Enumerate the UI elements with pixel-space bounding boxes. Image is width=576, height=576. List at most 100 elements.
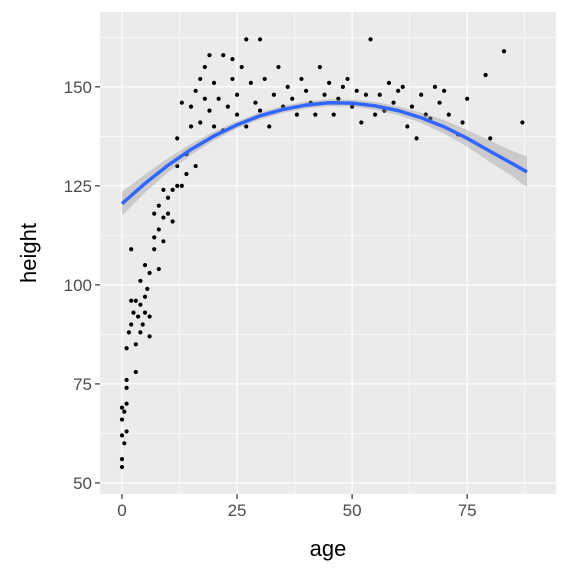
point <box>124 429 129 434</box>
point <box>386 80 392 85</box>
point <box>119 417 125 422</box>
point <box>391 100 396 105</box>
point <box>368 37 373 42</box>
smooth-line <box>120 100 528 206</box>
point <box>248 80 253 85</box>
point <box>193 88 198 93</box>
point <box>322 92 327 97</box>
point <box>188 104 194 109</box>
point <box>156 227 161 232</box>
point <box>122 441 127 446</box>
point <box>253 100 258 105</box>
point <box>501 49 507 54</box>
point <box>124 401 129 406</box>
point <box>419 92 424 97</box>
point <box>129 247 134 252</box>
y-axis-title: height <box>16 223 41 283</box>
point <box>179 100 184 105</box>
point <box>156 203 161 208</box>
point <box>119 405 125 410</box>
point <box>313 112 318 117</box>
y-tick-label: 75 <box>73 375 92 394</box>
point <box>175 136 180 141</box>
point <box>119 464 125 470</box>
x-tick-label: 25 <box>228 501 247 520</box>
point <box>373 112 378 117</box>
point <box>165 211 171 216</box>
point <box>442 88 447 93</box>
point <box>221 53 226 58</box>
point <box>129 322 134 327</box>
point <box>465 96 470 101</box>
point <box>336 96 341 101</box>
point <box>488 136 493 141</box>
point <box>483 72 488 78</box>
point <box>138 278 143 284</box>
x-axis-title: age <box>310 536 347 561</box>
point <box>138 302 143 307</box>
y-tick-label: 100 <box>64 276 92 295</box>
point <box>460 120 465 125</box>
point <box>359 120 364 125</box>
y-tick-label: 150 <box>64 78 92 97</box>
point <box>161 187 166 192</box>
point <box>276 64 281 70</box>
point <box>179 183 184 188</box>
point <box>239 64 244 70</box>
point <box>129 298 134 303</box>
point <box>244 124 249 129</box>
y-tick-label: 50 <box>73 474 92 493</box>
point <box>207 108 212 113</box>
point <box>409 104 415 109</box>
panel-background <box>100 12 556 494</box>
point <box>147 270 152 276</box>
point <box>354 88 359 93</box>
point <box>234 112 240 117</box>
point <box>211 80 217 85</box>
point <box>299 76 304 82</box>
point <box>140 322 145 327</box>
point <box>331 112 336 117</box>
point <box>285 84 290 89</box>
point <box>156 266 161 272</box>
point <box>147 314 152 319</box>
point <box>437 100 442 105</box>
confidence-band <box>121 99 528 216</box>
point <box>124 377 129 383</box>
point <box>165 195 171 200</box>
point <box>147 334 152 339</box>
point <box>340 84 346 89</box>
point <box>175 163 180 169</box>
point <box>377 92 382 97</box>
x-tick-label: 75 <box>458 501 477 520</box>
point <box>262 76 267 82</box>
x-tick-label: 50 <box>343 501 362 520</box>
point <box>198 76 203 82</box>
point <box>396 88 401 93</box>
point <box>170 187 175 192</box>
point <box>131 310 136 315</box>
point <box>184 171 189 177</box>
point <box>317 64 322 70</box>
point <box>211 124 217 129</box>
point <box>345 76 350 82</box>
point <box>520 120 525 125</box>
point <box>202 64 207 70</box>
point <box>133 342 138 347</box>
point <box>234 92 240 97</box>
point <box>133 369 138 375</box>
point <box>363 92 369 97</box>
point <box>271 92 276 97</box>
point <box>136 314 141 319</box>
point <box>327 80 332 85</box>
point <box>152 211 157 216</box>
point <box>446 112 451 117</box>
point <box>161 239 166 244</box>
point <box>350 104 355 109</box>
point <box>198 120 203 125</box>
point <box>152 247 157 252</box>
x-tick-label: 0 <box>117 501 126 520</box>
point <box>122 409 127 414</box>
point <box>405 124 410 129</box>
